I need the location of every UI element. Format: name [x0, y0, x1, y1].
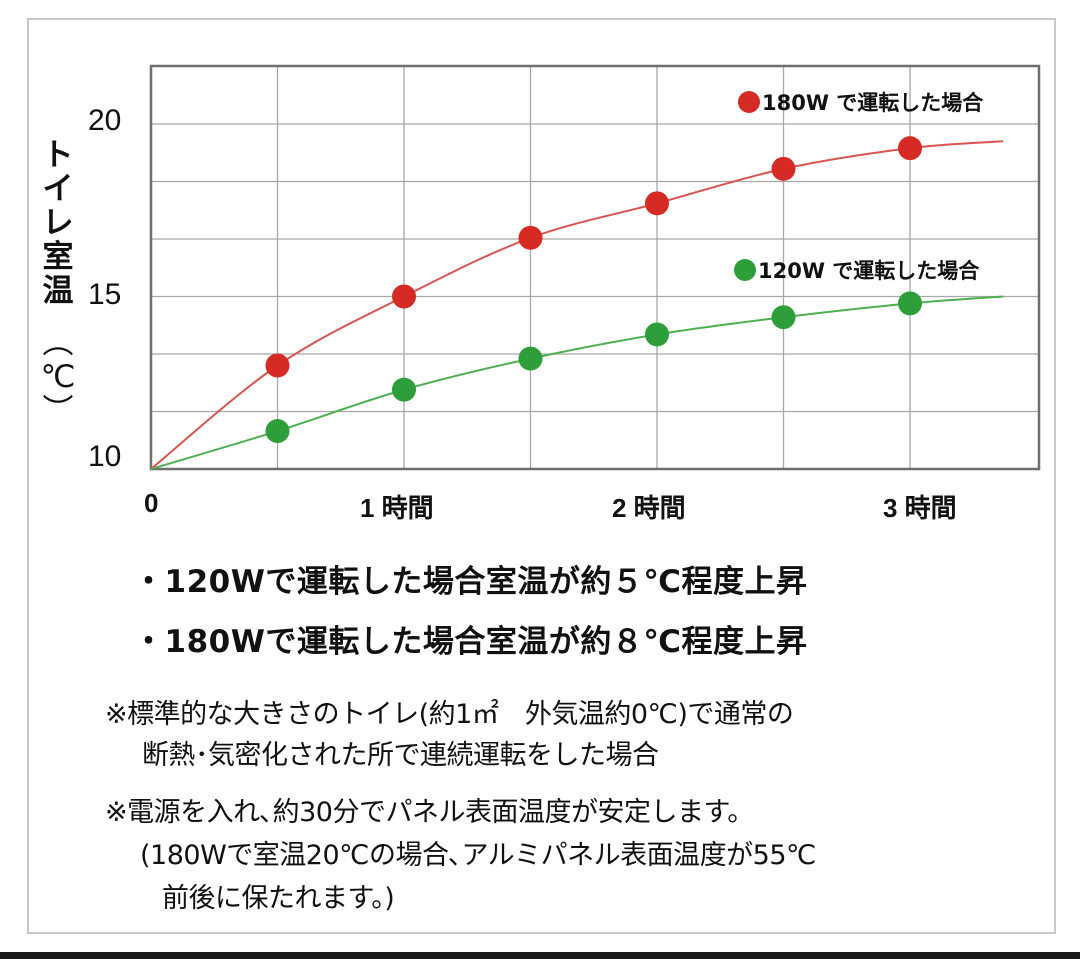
x-tick-3h: 3 時間 [883, 493, 957, 523]
data-point-180w [392, 284, 416, 309]
bottom-divider [0, 952, 1080, 959]
y-axis-title-char: ︶ [42, 393, 74, 429]
series-120w-curve [150, 295, 1004, 470]
legend-label-120w: 120W で運転した場合 [758, 259, 980, 283]
x-tick-2h: 2 時間 [612, 493, 686, 523]
note-1-line-1: ※標準的な大きさのトイレ(約1㎡ 外気温約0℃)で通常の [105, 699, 794, 730]
x-tick-1h: 1 時間 [360, 493, 434, 523]
series-120w-points [265, 291, 922, 444]
data-point-120w [518, 346, 543, 371]
data-point-120w [771, 305, 796, 330]
data-point-180w [771, 156, 796, 181]
data-point-120w [265, 419, 290, 444]
data-point-120w [898, 291, 922, 316]
y-axis-title-char: ︵ [42, 325, 74, 361]
legend-item-120w: 120W で運転した場合 [734, 255, 979, 285]
legend-label-180w: 180W で運転した場合 [762, 91, 984, 115]
y-axis-title-char: 室 [42, 239, 74, 275]
y-axis-title: ト イ レ 室 温 ︵ ℃ ︶ [40, 138, 76, 428]
note-2-line-1: ※電源を入れ､約30分でパネル表面温度が安定します。 [105, 797, 754, 828]
y-axis-title-char: イ [42, 171, 74, 207]
summary-180w: ・180Wで運転した場合室温が約８℃程度上昇 [133, 624, 808, 660]
x-tick-0: 0 [144, 488, 159, 518]
data-point-180w [518, 225, 543, 250]
summary-120w: ・120Wで運転した場合室温が約５℃程度上昇 [133, 564, 808, 600]
green-dot-icon [734, 259, 756, 281]
y-axis-title-char: 温 [42, 273, 74, 309]
chart-grid [151, 66, 1039, 469]
y-axis-title-char: ℃ [40, 359, 76, 395]
y-axis-title-char: レ [42, 205, 74, 241]
data-point-120w [645, 322, 669, 347]
note-2-line-2: (180Wで室温20℃の場合､アルミパネル表面温度が55℃ [140, 840, 816, 871]
red-dot-icon [738, 91, 760, 113]
note-2-line-3: 前後に保たれます。) [162, 883, 395, 914]
data-point-180w [645, 191, 669, 216]
data-point-180w [898, 136, 922, 161]
figure-frame [27, 18, 1056, 934]
series-180w-points [265, 136, 922, 378]
y-tick-10: 10 [88, 440, 122, 473]
note-1-line-2: 断熱･気密化された所で連続運転をした場合 [142, 740, 659, 771]
y-axis-title-char: ト [42, 137, 74, 173]
y-tick-15: 15 [88, 278, 122, 311]
legend-item-180w: 180W で運転した場合 [738, 87, 983, 117]
plot-area-border [149, 64, 1041, 471]
line-chart [149, 64, 1041, 471]
data-point-120w [392, 377, 416, 402]
data-point-180w [265, 353, 290, 378]
y-tick-20: 20 [88, 104, 122, 137]
